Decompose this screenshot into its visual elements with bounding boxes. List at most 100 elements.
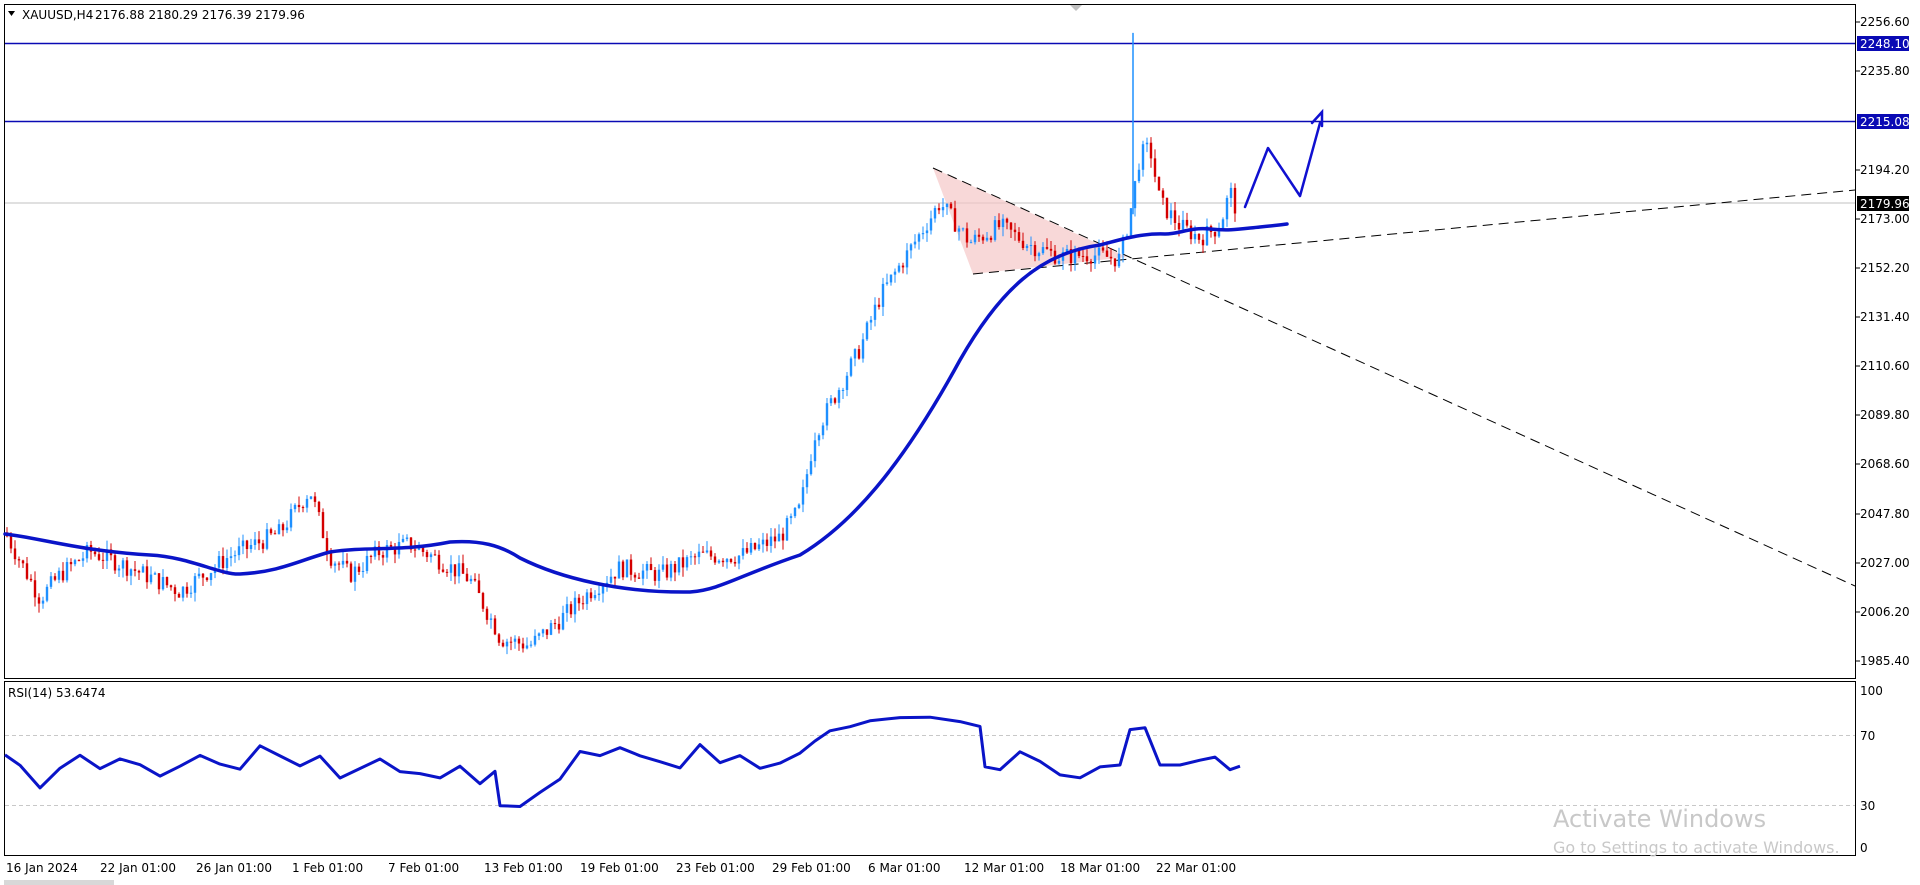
candle-body: [333, 563, 337, 566]
candle-body: [1213, 231, 1217, 237]
candle-body: [281, 524, 285, 531]
candle-body: [1141, 144, 1145, 170]
candle-body: [545, 629, 549, 635]
candle-body: [141, 566, 145, 573]
candle-body: [925, 230, 929, 234]
candle-body: [337, 563, 341, 565]
candle-body: [569, 604, 573, 615]
candle-body: [573, 597, 577, 615]
candle-body: [1169, 210, 1173, 219]
candle-body: [617, 561, 621, 579]
candle-body: [913, 241, 917, 245]
candle-body: [309, 496, 313, 499]
candle-body: [233, 555, 237, 557]
candle-body: [1025, 245, 1029, 249]
candle-body: [721, 560, 725, 563]
projection-arrow-icon[interactable]: [1310, 108, 1324, 128]
candle-body: [373, 546, 377, 557]
candle-body: [301, 507, 305, 509]
scroll-marker-icon[interactable]: [1070, 5, 1082, 11]
candle-body: [1229, 187, 1233, 198]
candle-body: [205, 577, 209, 581]
candle-body: [693, 556, 697, 558]
candle-body: [837, 390, 841, 403]
candle-body: [285, 527, 289, 531]
candle-body: [1165, 197, 1169, 219]
time-tick-label: 22 Mar 01:00: [1156, 861, 1236, 875]
projection-path[interactable]: [1243, 121, 1322, 209]
candle-body: [697, 551, 701, 558]
candle-body: [729, 558, 733, 563]
candle-body: [669, 563, 673, 578]
candle-body: [1001, 218, 1005, 228]
time-tick-label: 22 Jan 01:00: [100, 861, 176, 875]
triangle-down-icon[interactable]: [8, 11, 15, 16]
candle-body: [129, 569, 133, 576]
candle-body: [893, 271, 897, 275]
candle-body: [1205, 226, 1209, 246]
candle-body: [509, 641, 513, 643]
candle-body: [369, 555, 373, 557]
time-tick-label: 26 Jan 01:00: [196, 861, 272, 875]
candle-body: [449, 564, 453, 573]
candle-body: [1097, 247, 1101, 256]
candle-body: [985, 237, 989, 241]
candle-body: [505, 641, 509, 647]
candle-body: [945, 203, 949, 208]
time-tick-label: 12 Mar 01:00: [964, 861, 1044, 875]
candle-body: [653, 570, 657, 581]
scrollbar-thumb[interactable]: [4, 880, 114, 885]
candle-body: [465, 573, 469, 582]
candle-body: [1105, 250, 1109, 257]
candle-body: [905, 250, 909, 268]
candle-body: [365, 555, 369, 571]
rsi-tick-70: 70: [1860, 729, 1875, 743]
price-pane[interactable]: [4, 4, 1856, 679]
candle-body: [1137, 169, 1141, 182]
descending-trendline[interactable]: [932, 167, 1856, 587]
candle-body: [757, 544, 761, 550]
candle-body: [1073, 249, 1077, 264]
candle-body: [713, 556, 717, 563]
candle-body: [673, 563, 677, 573]
candle-body: [1121, 236, 1125, 254]
level-badge-upper-text: 2248.10: [1860, 37, 1910, 51]
candle-body: [145, 566, 149, 583]
candle-body: [1129, 208, 1133, 236]
time-tick-label: 7 Feb 01:00: [388, 861, 459, 875]
candle-body: [1197, 233, 1201, 240]
candle-body: [969, 242, 973, 244]
candle-body: [1021, 240, 1025, 249]
candle-body: [473, 578, 477, 581]
price-tick-label: 1985.40: [1860, 654, 1910, 668]
price-tick-label: 2131.40: [1860, 310, 1910, 324]
candle-body: [737, 555, 741, 564]
price-tick-label: 2006.20: [1860, 605, 1910, 619]
candle-body: [201, 573, 205, 578]
rsi-tick-30: 30: [1860, 799, 1875, 813]
candle-body: [293, 504, 297, 510]
candle-body: [405, 537, 409, 539]
rsi-pane[interactable]: [4, 681, 1856, 856]
candle-body: [1029, 245, 1033, 247]
candle-body: [657, 569, 661, 581]
price-tick-label: 2235.80: [1860, 64, 1910, 78]
price-axis[interactable]: 2256.60 2235.80 2194.20 2173.00 2152.20 2131.…: [1855, 15, 1910, 668]
candle-body: [937, 208, 941, 211]
candle-body: [1233, 187, 1237, 214]
chart-ohlc: 2176.88 2180.29 2176.39 2179.96: [95, 8, 305, 22]
candle-body: [125, 560, 129, 576]
time-axis[interactable]: 16 Jan 2024 22 Jan 01:00 26 Jan 01:00 1 Feb…: [6, 861, 1236, 875]
candle-body: [137, 570, 141, 573]
candle-body: [917, 234, 921, 242]
candle-body: [825, 403, 829, 426]
candle-body: [69, 562, 73, 565]
candle-body: [989, 237, 993, 240]
price-tick-label: 2089.80: [1860, 408, 1910, 422]
candle-body: [489, 618, 493, 620]
time-tick-label: 6 Mar 01:00: [868, 861, 941, 875]
candle-body: [169, 585, 173, 588]
candle-body: [1065, 248, 1069, 252]
candle-body: [861, 339, 865, 359]
